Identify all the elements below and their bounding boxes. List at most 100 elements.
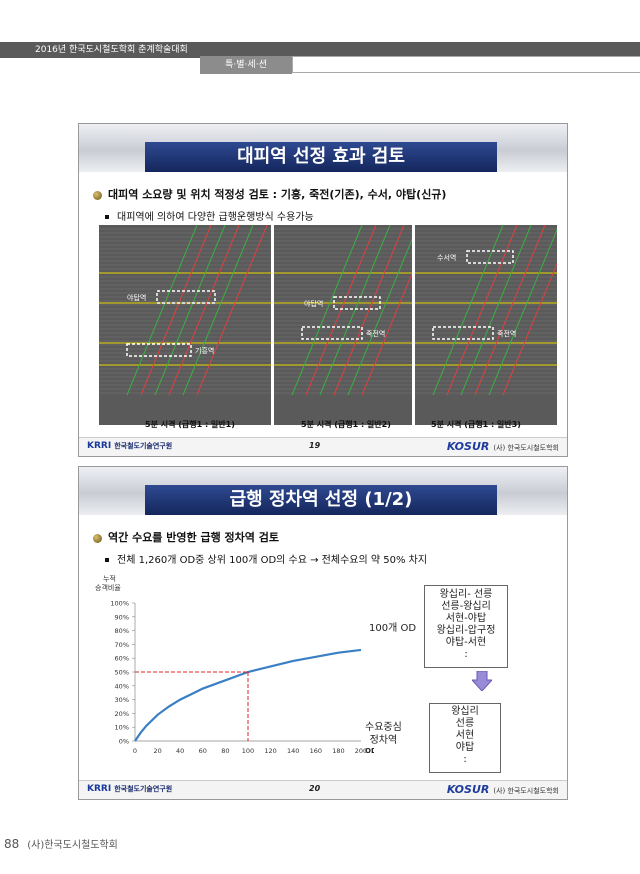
x-tick-label: 100 bbox=[242, 747, 254, 755]
station-label: 기흥역 bbox=[195, 346, 214, 355]
station-item: : bbox=[463, 754, 467, 765]
slide-bullet: 역간 수요를 반영한 급행 정차역 검토 bbox=[93, 529, 279, 545]
refuge-box bbox=[432, 326, 494, 340]
refuge-box bbox=[126, 343, 192, 357]
y-tick-label: 40% bbox=[115, 682, 129, 690]
slide-number: 19 bbox=[309, 441, 321, 450]
station-label: 죽전역 bbox=[497, 329, 516, 338]
diagram-caption-1: 5분 시격 (급행1 : 일반1) bbox=[145, 420, 235, 429]
train-path bbox=[291, 225, 363, 396]
krri-logo: KRRI 한국철도기술연구원 bbox=[87, 784, 173, 794]
train-diagram-2: 야탑역 죽전역 bbox=[274, 225, 412, 425]
train-path bbox=[502, 262, 557, 396]
bullet-dot-icon bbox=[93, 533, 102, 543]
y-tick-label: 80% bbox=[115, 627, 129, 635]
x-tick-label: 80 bbox=[221, 747, 229, 755]
bullet-text: 역간 수요를 반영한 급행 정차역 검토 bbox=[108, 531, 279, 544]
x-tick-label: 180 bbox=[332, 747, 344, 755]
od-item: 왕십리- 선릉 bbox=[439, 589, 493, 600]
od-item: 야탑-서현 bbox=[445, 637, 487, 648]
train-path bbox=[361, 272, 412, 396]
station-item: 야탑 bbox=[455, 742, 475, 753]
bullet-dot-icon bbox=[93, 190, 102, 200]
y-tick-label: 100% bbox=[110, 600, 129, 608]
kosur-logo: KOSUR (사) 한국도시철도학회 bbox=[446, 783, 559, 796]
od-item: 선릉-왕십리 bbox=[441, 601, 491, 612]
train-path bbox=[305, 225, 377, 396]
y-tick-label: 30% bbox=[115, 696, 129, 704]
train-path bbox=[168, 225, 240, 396]
x-tick-label: 140 bbox=[287, 747, 299, 755]
krri-logo: KRRI 한국철도기술연구원 bbox=[87, 441, 173, 451]
x-tick-label: 0 bbox=[133, 747, 137, 755]
train-path bbox=[347, 238, 412, 396]
train-path bbox=[333, 225, 405, 396]
station-item: 선릉 bbox=[455, 718, 475, 729]
x-axis-label: OD bbox=[365, 747, 374, 755]
section-label: 특·별·세·션 bbox=[200, 56, 292, 74]
subbullet-text: 대피역에 의하여 다양한 급행운행방식 수용가능 bbox=[117, 212, 314, 223]
x-tick-label: 160 bbox=[310, 747, 322, 755]
y-tick-label: 10% bbox=[115, 724, 129, 732]
x-tick-label: 200 bbox=[355, 747, 367, 755]
od-item: 왕십리-압구정 bbox=[436, 625, 496, 636]
refuge-box bbox=[333, 296, 381, 310]
train-path bbox=[182, 225, 254, 396]
station-label: 수서역 bbox=[437, 253, 456, 262]
y-axis-label: 누적 bbox=[103, 574, 116, 583]
train-path bbox=[432, 225, 504, 396]
train-path bbox=[474, 225, 546, 396]
x-tick-label: 60 bbox=[199, 747, 207, 755]
od-count-label: 100개 OD bbox=[369, 623, 417, 634]
x-tick-label: 40 bbox=[176, 747, 184, 755]
page-number: 88 bbox=[4, 837, 20, 851]
slide-subbullet: 전체 1,260개 OD중 상위 100개 OD의 수요 → 전체수요의 약 5… bbox=[105, 551, 427, 566]
train-path bbox=[460, 225, 532, 396]
x-tick-label: 120 bbox=[264, 747, 276, 755]
train-path bbox=[154, 225, 226, 396]
slide-bullet: 대피역 소요량 및 위치 적정성 검토 : 기흥, 죽전(기존), 수서, 야탑… bbox=[93, 186, 446, 202]
cumulative-series-line bbox=[134, 648, 362, 742]
y-tick-label: 20% bbox=[115, 710, 129, 718]
od-item: : bbox=[464, 649, 468, 660]
down-arrow-icon bbox=[472, 671, 492, 691]
conference-title: 2016년 한국도시철도학회 춘계학술대회 bbox=[0, 42, 230, 58]
slide-title: 대피역 선정 효과 검토 bbox=[145, 142, 497, 172]
header-rule bbox=[292, 56, 640, 73]
kosur-logo: KOSUR (사) 한국도시철도학회 bbox=[446, 440, 559, 453]
station-label: 야탑역 bbox=[304, 299, 323, 308]
page-footer-text: (사)한국도시철도학회 bbox=[27, 840, 118, 851]
refuge-box bbox=[301, 326, 363, 340]
slide-number: 20 bbox=[309, 784, 321, 793]
station-item: 서현 bbox=[455, 730, 475, 741]
od-item: 서현-야탑 bbox=[445, 613, 487, 624]
station-item: 왕십리 bbox=[451, 706, 479, 717]
train-path bbox=[196, 225, 268, 396]
refuge-box bbox=[466, 250, 514, 264]
slide-footer: KRRI 한국철도기술연구원 20 KOSUR (사) 한국도시철도학회 bbox=[79, 780, 567, 799]
x-tick-label: 20 bbox=[153, 747, 161, 755]
stop-station-box: 왕십리 선릉 서현 야탑 : bbox=[429, 703, 501, 773]
y-tick-label: 50% bbox=[115, 669, 129, 677]
stop-station-label: 수요중심 정차역 bbox=[365, 722, 402, 746]
train-path bbox=[319, 225, 391, 396]
od-list-box: 왕십리- 선릉 선릉-왕십리 서현-야탑 왕십리-압구정 야탑-서현 : bbox=[424, 585, 508, 668]
y-tick-label: 0% bbox=[119, 738, 129, 746]
slide-express-stop: 급행 정차역 선정 (1/2) 역간 수요를 반영한 급행 정차역 검토 전체 … bbox=[78, 466, 568, 800]
train-path bbox=[140, 225, 212, 396]
diagram-caption-3: 5분 시격 (급행1 : 일반3) bbox=[431, 420, 521, 429]
slide-refuge-station: 대피역 선정 효과 검토 대피역 소요량 및 위치 적정성 검토 : 기흥, 죽… bbox=[78, 123, 568, 457]
y-tick-label: 90% bbox=[115, 613, 129, 621]
train-path bbox=[488, 228, 557, 396]
page-footer: 88 (사)한국도시철도학회 bbox=[4, 836, 118, 851]
subbullet-text: 전체 1,260개 OD중 상위 100개 OD의 수요 → 전체수요의 약 5… bbox=[117, 555, 428, 566]
square-bullet-icon bbox=[105, 215, 109, 219]
slide-subbullet: 대피역에 의하여 다양한 급행운행방식 수용가능 bbox=[105, 208, 314, 223]
bullet-text: 대피역 소요량 및 위치 적정성 검토 : 기흥, 죽전(기존), 수서, 야탑… bbox=[108, 188, 447, 201]
slide-title: 급행 정차역 선정 (1/2) bbox=[145, 485, 497, 515]
square-bullet-icon bbox=[105, 558, 109, 562]
station-label: 야탑역 bbox=[127, 293, 146, 302]
y-tick-label: 70% bbox=[115, 641, 129, 649]
